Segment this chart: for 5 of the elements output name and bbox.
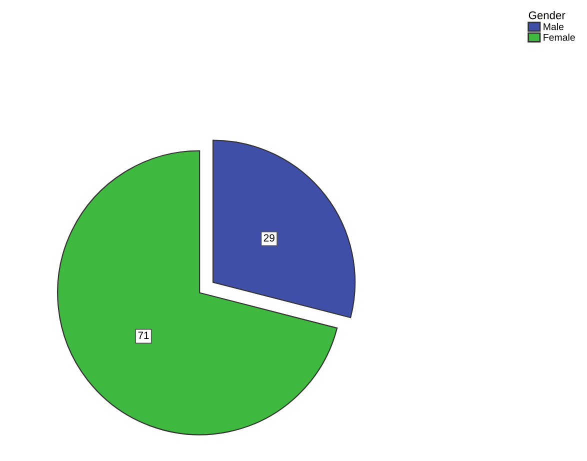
legend-label: Male bbox=[544, 23, 564, 30]
data-label: 29 bbox=[264, 234, 274, 242]
data-label: 71 bbox=[138, 332, 149, 339]
legend-label: Female bbox=[544, 34, 575, 41]
legend-title: Gender bbox=[528, 11, 566, 20]
